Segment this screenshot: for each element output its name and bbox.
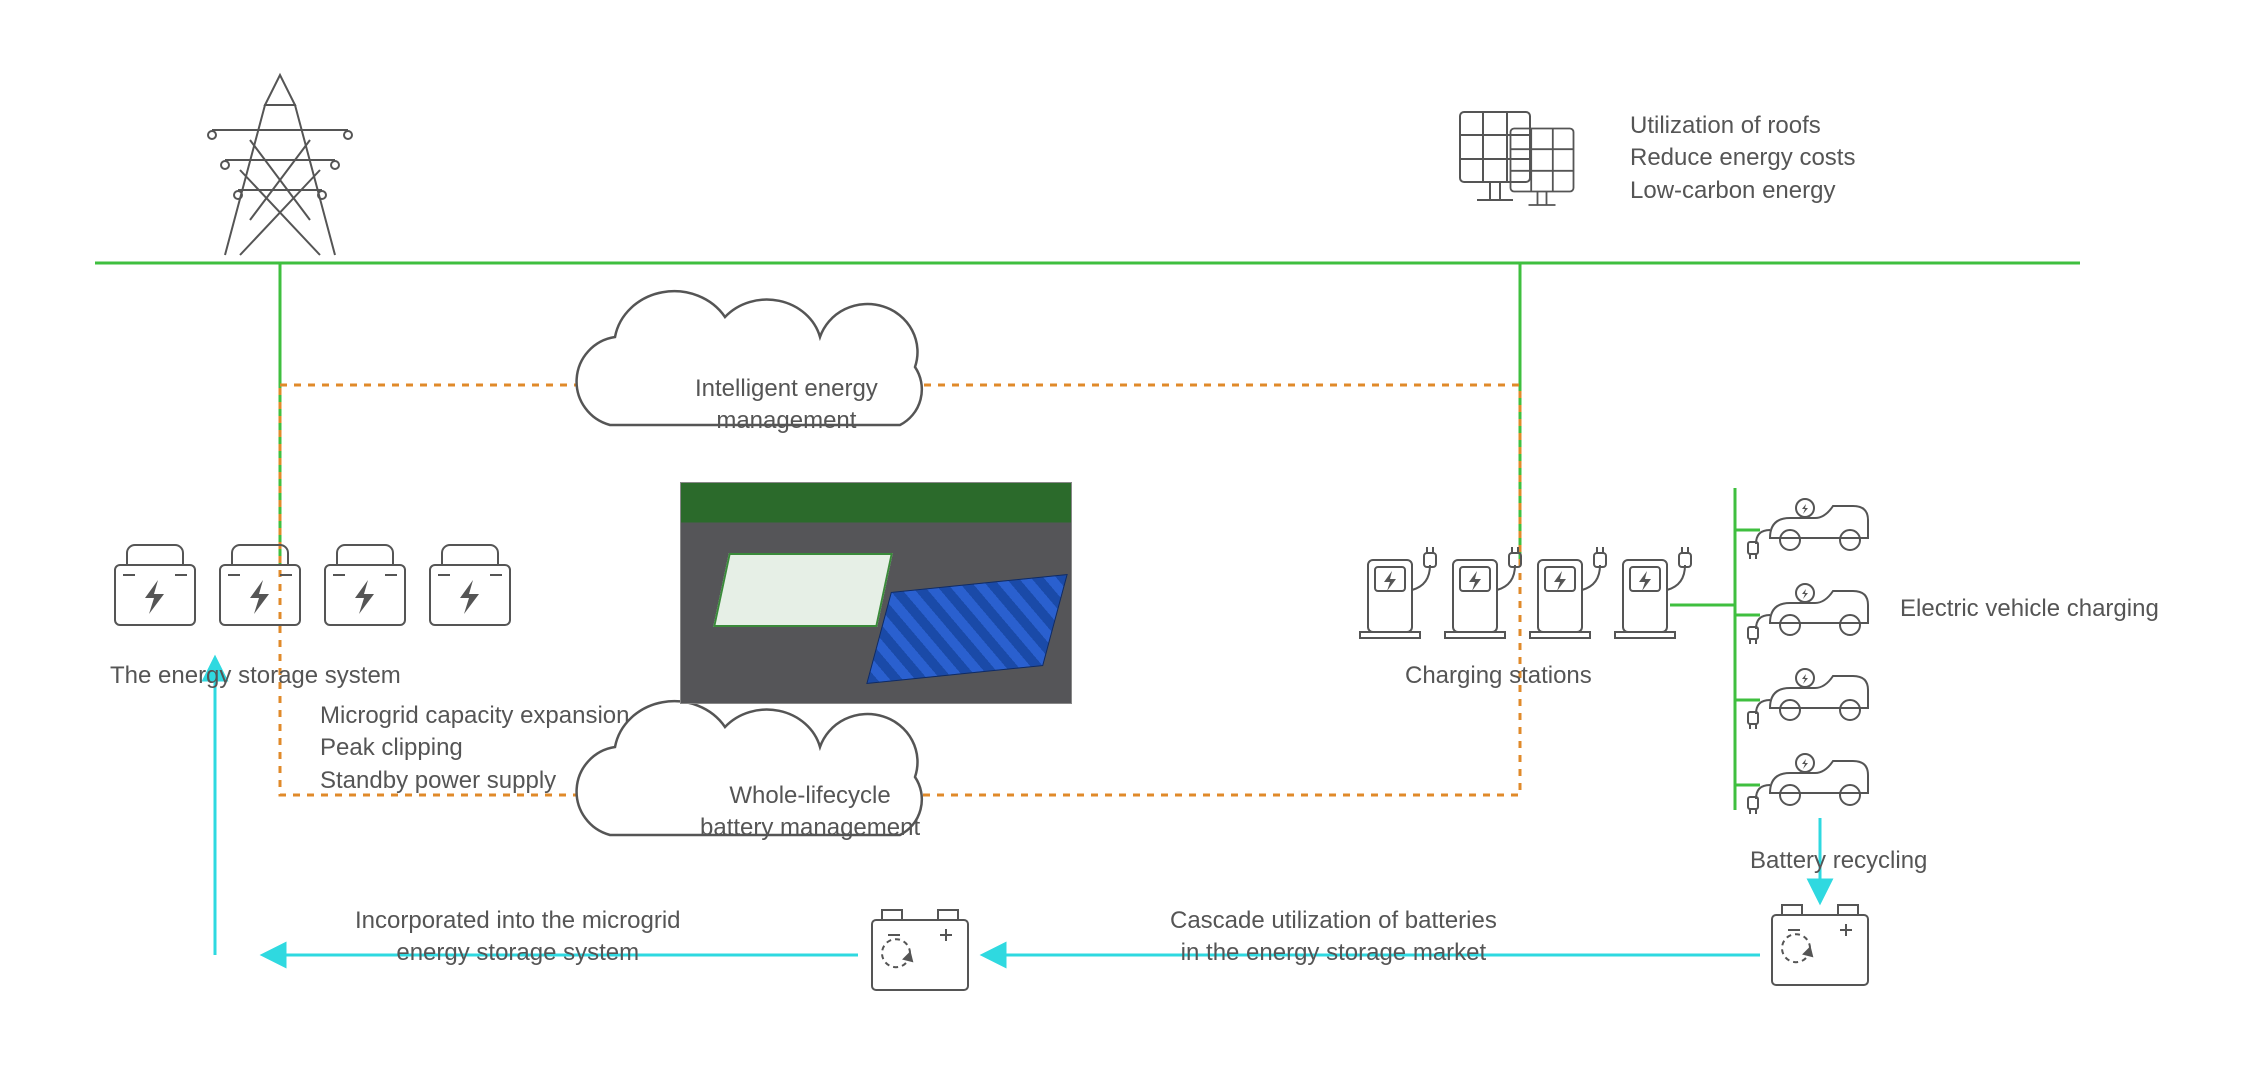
- ev-label: Electric vehicle charging: [1900, 593, 2159, 625]
- charging-title: Charging stations: [1405, 660, 1592, 692]
- storage-title: The energy storage system: [110, 660, 401, 692]
- ev-cars: [1748, 499, 1868, 814]
- battery-recycling-label: Battery recycling: [1750, 845, 1927, 877]
- pylon-icon: [208, 75, 352, 255]
- cloud-top-label: Intelligent energy management: [695, 373, 878, 438]
- incorporated-label: Incorporated into the microgrid energy s…: [355, 905, 681, 970]
- storage-benefits-text: Microgrid capacity expansion Peak clippi…: [320, 700, 629, 797]
- recycle-battery-mid-icon: [872, 910, 968, 990]
- diagram-canvas: [0, 0, 2255, 1077]
- cascade-label: Cascade utilization of batteries in the …: [1170, 905, 1497, 970]
- recycle-battery-right-icon: [1772, 905, 1868, 985]
- station-photo: [680, 482, 1072, 704]
- charging-stations: [1360, 547, 1691, 638]
- solar-panel-icon: [1460, 112, 1574, 205]
- solar-benefits-text: Utilization of roofs Reduce energy costs…: [1630, 110, 1855, 207]
- cloud-bottom-label: Whole-lifecycle battery management: [700, 780, 920, 845]
- storage-batteries: [115, 545, 510, 625]
